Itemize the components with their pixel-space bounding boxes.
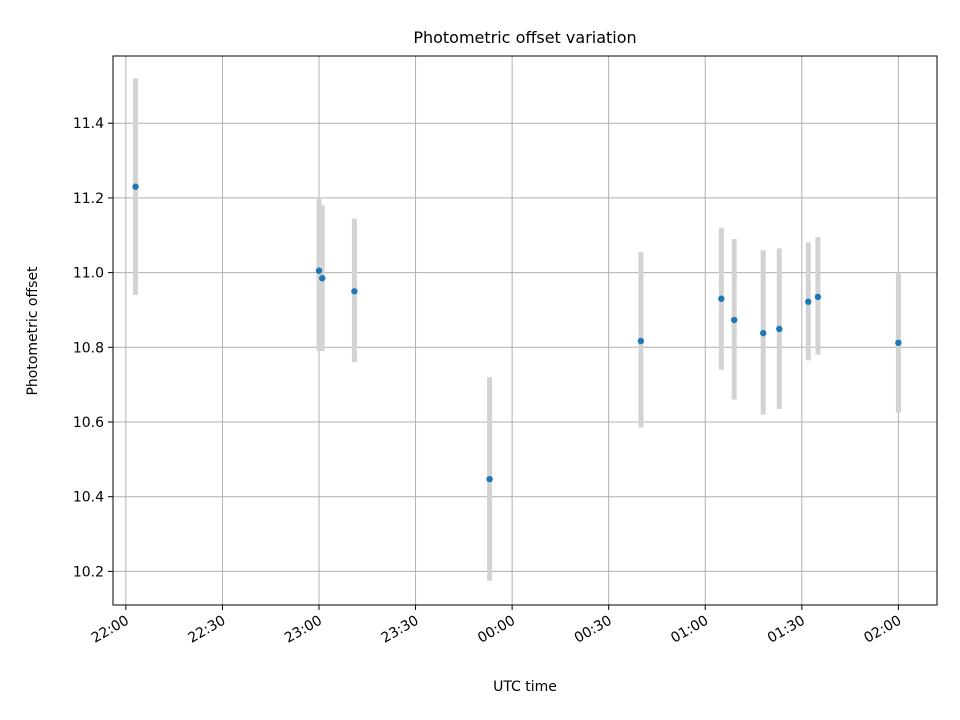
y-tick-label: 10.6 [73, 415, 104, 431]
y-tick-label: 11.4 [73, 116, 104, 132]
x-tick-label: 22:30 [185, 613, 228, 647]
y-tick-label: 11.2 [73, 191, 104, 207]
x-tick-label: 02:00 [861, 613, 904, 647]
data-point [637, 337, 645, 345]
data-point [895, 339, 902, 347]
x-tick-label: 22:00 [89, 613, 132, 647]
data-point [776, 325, 783, 333]
data-point [814, 293, 822, 301]
x-axis-label: UTC time [493, 679, 557, 695]
chart-title: Photometric offset variation [413, 28, 636, 47]
errorbar-layer [133, 78, 901, 581]
x-tick-label: 01:00 [668, 613, 711, 647]
data-point [132, 183, 139, 190]
data-point [759, 329, 767, 337]
x-tick-label: 01:30 [765, 613, 808, 647]
data-point [731, 316, 738, 324]
grid-layer [113, 56, 937, 605]
x-tick-label: 00:30 [572, 613, 615, 647]
data-point [319, 275, 326, 282]
data-point [805, 298, 812, 305]
x-tick-label: 23:00 [282, 613, 325, 647]
x-tick-label: 00:00 [475, 613, 518, 647]
x-tick-label: 23:30 [379, 613, 422, 647]
y-axis-label: Photometric offset [25, 266, 41, 396]
y-tick-label: 11.0 [73, 266, 104, 282]
data-point [351, 288, 358, 295]
data-point [718, 295, 725, 302]
y-tick-label: 10.4 [73, 490, 104, 506]
data-point [486, 475, 493, 483]
plot-frame [112, 55, 938, 606]
y-tick-label: 10.2 [73, 564, 104, 580]
y-tick-label: 10.8 [73, 340, 104, 356]
data-point [315, 267, 323, 274]
point-layer [132, 183, 902, 483]
